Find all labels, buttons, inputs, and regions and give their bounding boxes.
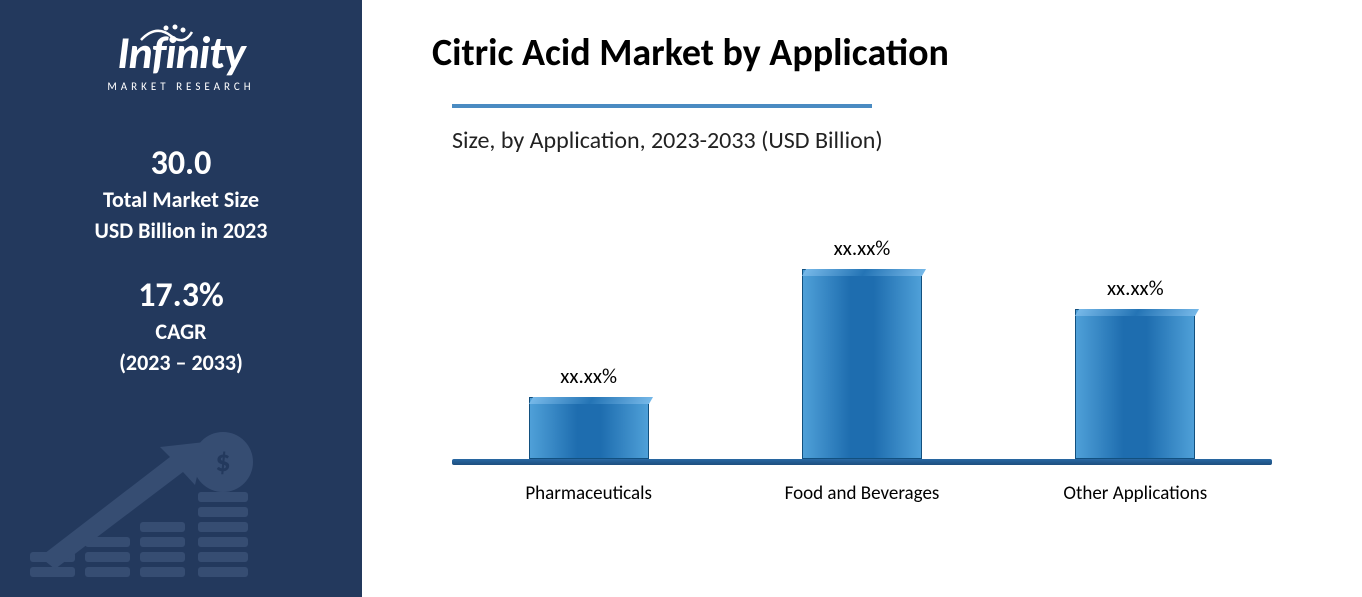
stat-market-size: 30.0 Total Market Size USD Billion in 20… (95, 143, 268, 245)
bar-chart: xx.xx% xx.xx% xx.xx% (452, 205, 1272, 505)
category-label: Food and Beverages (762, 482, 962, 505)
bar-value-label: xx.xx% (560, 363, 617, 389)
logo-swirl-icon (136, 22, 196, 48)
bar-food-beverages (802, 269, 922, 459)
infographic-container: Infinity MARKET RESEARCH 30.0 Total Mark… (0, 0, 1362, 597)
cagr-label-1: CAGR (119, 318, 243, 347)
main-panel: Citric Acid Market by Application Size, … (362, 0, 1362, 597)
market-size-label-1: Total Market Size (95, 186, 268, 215)
cagr-value: 17.3% (119, 275, 243, 316)
bar-group-other-applications: xx.xx% (1035, 275, 1235, 459)
bar-top-face (1075, 309, 1199, 316)
cagr-label-2: (2023 – 2033) (119, 349, 243, 378)
stat-cagr: 17.3% CAGR (2023 – 2033) (119, 275, 243, 377)
chart-title: Citric Acid Market by Application (432, 30, 1302, 76)
bar-other-applications (1075, 309, 1195, 459)
bar-front-face (802, 269, 922, 459)
brand-logo: Infinity MARKET RESEARCH (76, 30, 286, 93)
market-size-value: 30.0 (95, 143, 268, 184)
chart-subtitle: Size, by Application, 2023-2033 (USD Bil… (452, 126, 1302, 155)
bar-top-face (802, 269, 926, 276)
category-label: Pharmaceuticals (489, 482, 689, 505)
market-size-label-2: USD Billion in 2023 (95, 217, 268, 246)
bars-row: xx.xx% xx.xx% xx.xx% (452, 205, 1272, 459)
category-labels-row: Pharmaceuticals Food and Beverages Other… (452, 482, 1272, 505)
growth-chart-icon: $ (0, 407, 362, 597)
bar-pharmaceuticals (529, 397, 649, 459)
bar-value-label: xx.xx% (834, 235, 891, 261)
bar-group-food-beverages: xx.xx% (762, 235, 962, 459)
bar-value-label: xx.xx% (1107, 275, 1164, 301)
sidebar-panel: Infinity MARKET RESEARCH 30.0 Total Mark… (0, 0, 362, 597)
bar-top-face (529, 397, 653, 404)
chart-baseline (452, 459, 1272, 465)
logo-main-text: Infinity (76, 30, 286, 76)
category-label: Other Applications (1035, 482, 1235, 505)
logo-tagline: MARKET RESEARCH (76, 80, 286, 93)
bar-group-pharmaceuticals: xx.xx% (489, 363, 689, 459)
svg-text:$: $ (215, 443, 230, 480)
title-underline (452, 104, 872, 108)
bar-front-face (529, 397, 649, 459)
bar-front-face (1075, 309, 1195, 459)
